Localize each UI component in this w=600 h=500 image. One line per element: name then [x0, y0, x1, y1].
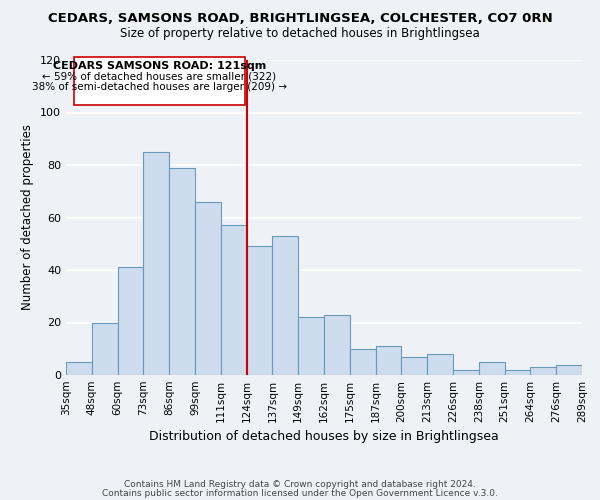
Text: CEDARS SAMSONS ROAD: 121sqm: CEDARS SAMSONS ROAD: 121sqm: [53, 62, 266, 72]
Bar: [247, 246, 272, 375]
Bar: [272, 236, 298, 375]
Bar: [143, 152, 169, 375]
Bar: [324, 314, 350, 375]
Bar: [221, 226, 247, 375]
Bar: [427, 354, 453, 375]
Bar: [298, 318, 324, 375]
Text: Size of property relative to detached houses in Brightlingsea: Size of property relative to detached ho…: [120, 28, 480, 40]
Bar: [376, 346, 401, 375]
Y-axis label: Number of detached properties: Number of detached properties: [22, 124, 34, 310]
Bar: [530, 367, 556, 375]
Text: ← 59% of detached houses are smaller (322): ← 59% of detached houses are smaller (32…: [43, 72, 277, 82]
Text: Contains public sector information licensed under the Open Government Licence v.: Contains public sector information licen…: [102, 488, 498, 498]
Bar: [350, 349, 376, 375]
Bar: [453, 370, 479, 375]
Bar: [118, 268, 143, 375]
Text: Contains HM Land Registry data © Crown copyright and database right 2024.: Contains HM Land Registry data © Crown c…: [124, 480, 476, 489]
X-axis label: Distribution of detached houses by size in Brightlingsea: Distribution of detached houses by size …: [149, 430, 499, 444]
FancyBboxPatch shape: [74, 58, 245, 104]
Text: CEDARS, SAMSONS ROAD, BRIGHTLINGSEA, COLCHESTER, CO7 0RN: CEDARS, SAMSONS ROAD, BRIGHTLINGSEA, COL…: [47, 12, 553, 26]
Bar: [505, 370, 530, 375]
Bar: [92, 322, 118, 375]
Bar: [195, 202, 221, 375]
Bar: [479, 362, 505, 375]
Bar: [66, 362, 92, 375]
Bar: [556, 364, 582, 375]
Bar: [169, 168, 195, 375]
Text: 38% of semi-detached houses are larger (209) →: 38% of semi-detached houses are larger (…: [32, 82, 287, 92]
Bar: [401, 356, 427, 375]
